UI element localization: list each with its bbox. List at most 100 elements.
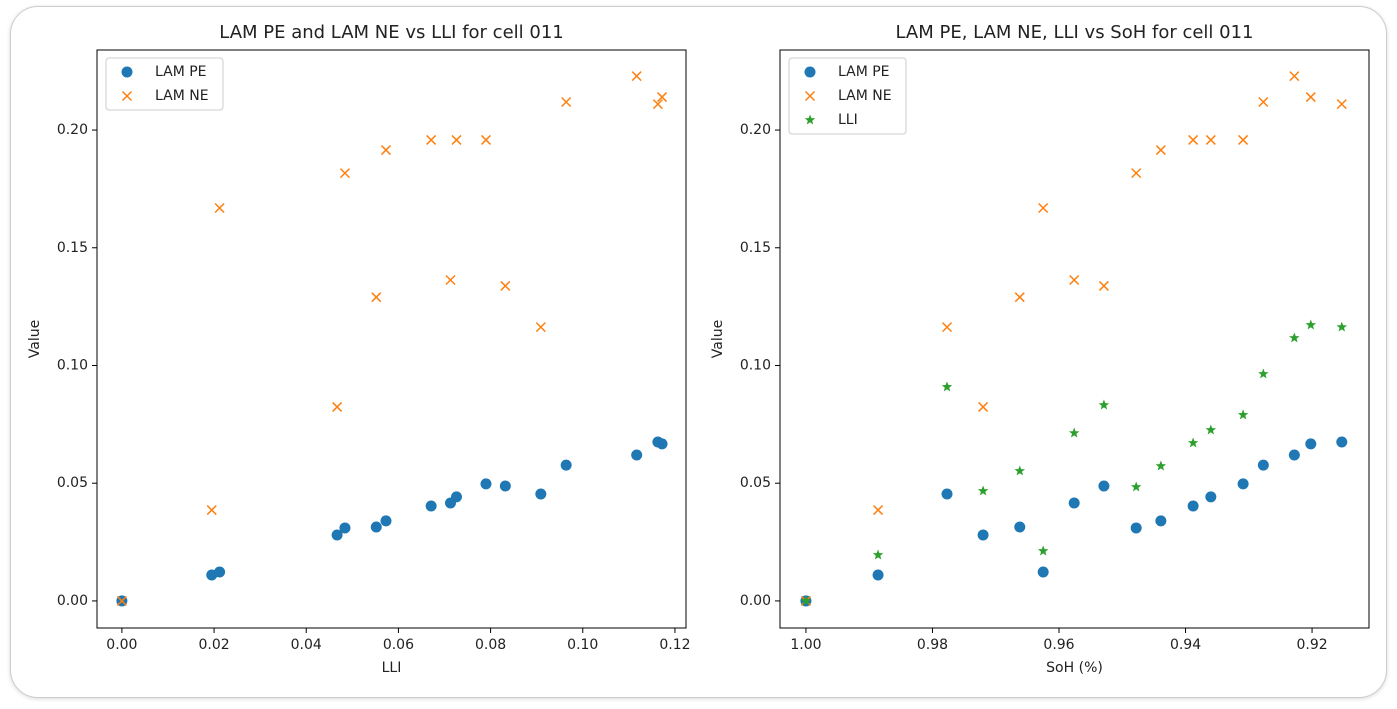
marker [1014,292,1025,303]
marker [631,449,643,461]
marker [977,529,989,541]
marker [426,134,437,145]
y-tick-label: 0.15 [57,240,88,256]
marker [371,292,382,303]
marker [535,322,546,333]
marker [1098,399,1110,410]
y-tick-label: 0.05 [740,475,771,491]
marker [1336,436,1348,448]
y-tick-label: 0.10 [57,357,88,373]
marker [1068,497,1080,509]
x-tick-label: 1.00 [790,637,821,653]
marker [331,529,343,541]
marker [425,500,437,512]
marker [1187,500,1199,512]
marker [1131,168,1142,179]
y-tick-label: 0.20 [740,122,771,138]
marker [1336,321,1348,332]
marker [1289,332,1300,343]
marker [480,134,492,145]
marker [1257,459,1269,471]
legend-box [105,57,224,111]
marker [1237,478,1249,490]
x-tick-label: 0.98 [917,637,948,653]
marker [1205,491,1217,503]
marker [1305,438,1317,450]
marker [978,401,989,412]
chart-title: LAM PE, LAM NE, LLI vs SoH for cell 011 [895,22,1253,43]
marker [1130,522,1142,534]
marker [1038,202,1049,214]
x-tick-label: 0.04 [291,637,322,653]
marker [872,569,884,581]
marker [214,202,225,214]
legend-label: LAM NE [838,88,892,104]
x-tick-label: 0.12 [659,637,690,653]
legend-marker [121,66,133,78]
x-tick-label: 0.08 [475,637,506,653]
marker [1014,521,1026,533]
legend-marker [121,90,133,102]
marker [941,322,953,333]
legend-label: LLI [838,112,858,128]
marker [445,274,456,286]
marker [214,566,226,578]
x-axis-label: LLI [382,660,402,676]
x-tick-label: 0.94 [1170,637,1201,653]
marker [1098,480,1110,492]
marker [1305,92,1316,103]
y-tick-label: 0.00 [740,593,771,609]
marker [941,488,953,500]
marker [380,515,392,527]
marker [1098,280,1109,291]
marker [1037,566,1049,578]
marker [1188,134,1199,145]
marker [1289,71,1300,82]
marker [800,595,812,606]
y-tick-label: 0.05 [57,475,88,491]
marker [535,488,547,500]
marker [1205,424,1217,435]
legend-label: LAM PE [155,64,207,80]
marker [1068,427,1080,438]
marker [1155,145,1166,156]
marker [116,595,127,606]
marker [657,92,668,103]
marker [561,97,572,108]
plot-area [779,49,1370,629]
marker [1288,449,1300,461]
marker [1014,465,1026,476]
marker [332,401,343,412]
marker [873,505,884,516]
x-tick-label: 0.10 [567,637,598,653]
marker [1205,134,1216,145]
marker [1237,409,1249,420]
marker [941,381,953,392]
marker [206,505,217,516]
marker [1155,460,1167,471]
marker [339,168,350,179]
x-axis-label: SoH (%) [1046,660,1103,676]
marker [560,459,572,471]
marker [1187,437,1199,448]
y-tick-label: 0.00 [57,593,88,609]
plot-area [96,49,687,629]
marker [872,549,884,560]
legend-label: LAM NE [155,88,209,104]
marker [450,491,462,503]
y-axis-label: Value [710,320,726,358]
x-tick-label: 0.06 [383,637,414,653]
marker [1037,545,1049,556]
y-axis-label: Value [27,320,43,358]
marker [652,436,664,448]
marker [1155,515,1167,527]
legend-marker [804,90,816,102]
marker [380,145,391,156]
marker [451,134,462,145]
marker [499,480,511,492]
x-tick-label: 0.02 [198,637,229,653]
marker [977,485,989,496]
marker [652,99,663,110]
chart-title: LAM PE and LAM NE vs LLI for cell 011 [219,22,563,43]
marker [631,71,642,82]
